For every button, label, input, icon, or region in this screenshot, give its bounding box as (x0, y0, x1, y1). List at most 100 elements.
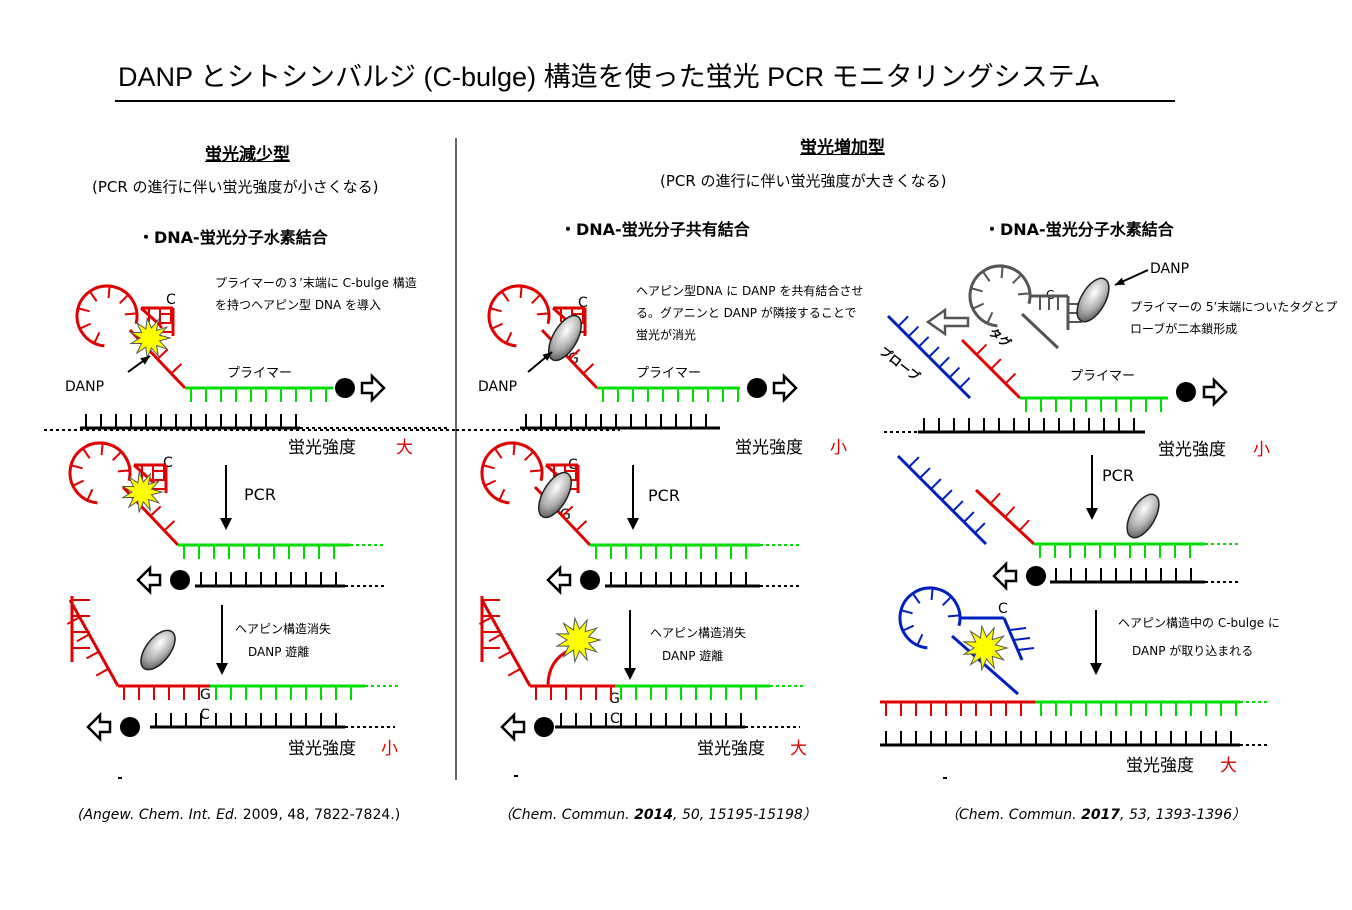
p1s2-fluorescence-star (120, 470, 164, 514)
p2s1-hairpin-loop-base (491, 322, 504, 330)
panel2-intensity-value-1: 小 (830, 438, 847, 458)
p2s3-arrow-head (624, 668, 636, 680)
p3s1-gray-loop-base (981, 270, 991, 282)
p1s3-red-arm-base (95, 667, 109, 677)
p2s2-hairpin-loop-base (493, 447, 503, 459)
p3s2-quencher-ball (1026, 566, 1046, 586)
p2s3-red-arm-base (488, 633, 502, 643)
panel1-step3-note-1: ヘアピン構造消失 (235, 622, 332, 636)
p1s2-hairpin-stem-b (132, 463, 156, 485)
panel2-step3-note-2: DANP 遊離 (662, 649, 724, 663)
p2s1-hairpin-stem-a-base (582, 363, 595, 375)
page-title: DANP とシトシンバルジ (C-bulge) 構造を使った蛍光 PCR モニタ… (118, 62, 1101, 92)
p1s3-free-danp (140, 629, 176, 671)
panel1-citation-open: ( (78, 807, 84, 823)
p1s2-hairpin-loop-base (81, 447, 91, 459)
increase-subtitle: (PCR の進行に伴い蛍光強度が大きくなる) (660, 172, 947, 190)
p1s2-hairpin-loop-base (100, 443, 104, 456)
panel2-g-label-3: G (609, 691, 620, 707)
p1s3-quencher-ball (120, 717, 140, 737)
p1s1-fluorescence-star (128, 316, 172, 360)
p1s3-red-arm-base (76, 633, 90, 643)
p2s3-fluorescence-star (555, 616, 602, 664)
panel1-intensity-value-1: 大 (396, 438, 413, 458)
panel3-intensity-label-1: 蛍光強度 (1158, 440, 1226, 460)
panel2-primer-label: プライマー (636, 366, 702, 381)
panel3-intensity-value-1: 小 (1253, 440, 1270, 460)
p2s1-quencher-ball (747, 378, 767, 398)
p3s1-gray-stem-a (1020, 312, 1060, 350)
p2s2-hairpin-loop-base (512, 443, 516, 456)
panel3-pcr-label: PCR (1102, 466, 1134, 485)
panel2-binding-type: ・DNA-蛍光分子共有結合 (560, 220, 750, 239)
panel1-intensity-value-2: 小 (381, 739, 398, 759)
p1s1-hairpin-loop-base (88, 290, 98, 302)
p1s2-hairpin-stem-a-base (163, 520, 176, 532)
p3s2-direction-arrow (992, 560, 1018, 592)
p2s1-danp-pointer-head (542, 352, 552, 361)
panel2-intensity-value-2: 大 (790, 739, 807, 759)
p3s1-tag-base (990, 358, 1002, 370)
p2s1-hairpin-stem-a-base (568, 348, 581, 360)
p3s3-arrow-head (1090, 663, 1102, 675)
panel2-c-label-1: C (578, 295, 588, 311)
p2s2-pcr-arrow-head (627, 518, 639, 530)
p3s1-quencher-ball (1176, 382, 1196, 402)
p2s2-danp-oval (537, 471, 573, 519)
p1s1-quencher-ball (335, 378, 355, 398)
p2s3-direction-arrow (500, 711, 526, 743)
p3s3-blue-stem-side (1002, 617, 1024, 661)
p2s3-red-arm-base (478, 616, 493, 625)
panel3-c-label-2: C (998, 601, 1008, 617)
panel2-citation: （Chem. Commun. 2014, 50, 15195-15198） (498, 808, 817, 822)
p1s2-hairpin-loop-base (70, 464, 83, 470)
panel2-g-label-1: G (568, 351, 579, 367)
p2s2-direction-arrow (546, 564, 572, 596)
p2s1-direction-arrow (772, 372, 798, 404)
panel3-binding-type: ・DNA-蛍光分子水素結合 (984, 220, 1174, 239)
panel2-citation-year: 2014 (634, 807, 674, 823)
p1s1-hairpin-loop-base (107, 286, 111, 299)
p3s2-probe-base (941, 489, 953, 501)
p3s3-blue-stem-a (951, 634, 1019, 696)
panel3-step3-note-2: DANP が取り込まれる (1132, 644, 1254, 658)
p3s1-gray-loop-base (1012, 274, 1022, 284)
p3s2-probe-base (930, 478, 942, 490)
panel1-c-label-1: C (166, 292, 176, 308)
panel2-citation-rest: , 50, 15195-15198） (673, 807, 817, 823)
p2s2-hairpin-loop-base (524, 451, 534, 461)
p3s2-probe-base (919, 467, 931, 479)
p1s1-hairpin-loop-base (93, 331, 101, 344)
panel2-citation-journal: Chem. Commun. (512, 807, 630, 823)
p3s1-probe-base (918, 336, 930, 348)
p3s3-blue-loop-base (930, 588, 934, 601)
p2s1-hairpin-loop-base (531, 294, 541, 304)
panel3-citation: （Chem. Commun. 2017, 53, 1393-1396） (945, 808, 1246, 822)
panel3-citation-rest: , 53, 1393-1396） (1120, 807, 1246, 823)
panel3-citation-journal: Chem. Commun. (959, 807, 1077, 823)
panel2-step3-note-1: ヘアピン構造消失 (650, 626, 747, 640)
p2s2-hairpin-loop-base (498, 488, 506, 501)
p2s3-red-arm (480, 599, 532, 687)
p1s2-hairpin-loop-base (117, 469, 130, 473)
p1s2-direction-arrow (136, 564, 162, 596)
p1s1-direction-arrow (360, 372, 386, 404)
p1s2-hairpin-stem-a-base (149, 505, 162, 517)
p1s3-arrow-head (216, 663, 228, 675)
p2s1-danp-oval (547, 314, 583, 362)
panel1-citation-rest: 2009, 48, 7822-7824.) (238, 807, 401, 823)
panel2-danp-label: DANP (478, 379, 518, 395)
p3s2-tag-base (1004, 506, 1016, 518)
panel3-citation-open: （ (945, 807, 959, 823)
p1s1-hairpin-stem-a-base (156, 348, 169, 360)
panel1-intensity-label-1: 蛍光強度 (288, 438, 356, 458)
p1s1-hairpin-loop-base (79, 322, 92, 330)
p2s3-red-arm-base (498, 650, 512, 660)
panel2-c-label-3: C (610, 711, 620, 727)
p1s2-hairpin-loop-base (86, 488, 94, 501)
panel1-g-label: G (200, 687, 211, 703)
panel1-citation-journal: Angew. Chem. Int. Ed. (83, 807, 239, 823)
panel2-pcr-label: PCR (648, 486, 680, 505)
p1s1-hairpin-loop-base (77, 307, 90, 313)
